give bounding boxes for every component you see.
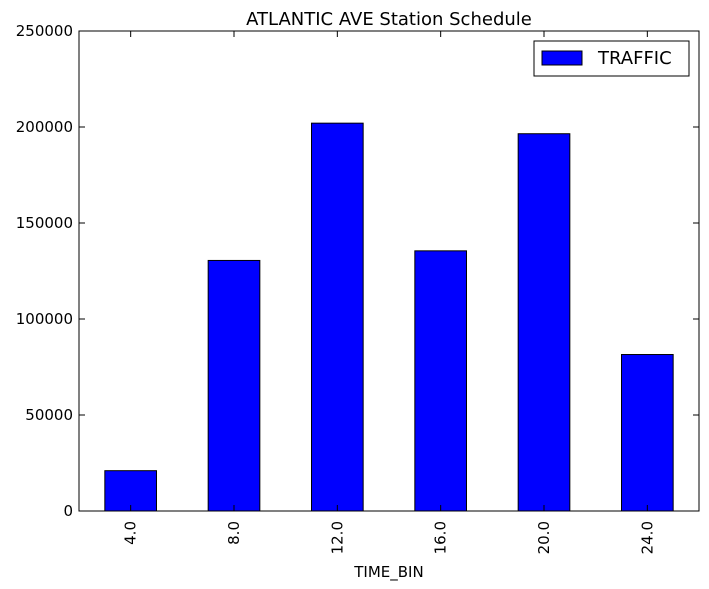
bar-20.0 [517,133,571,512]
bar-16.0 [414,250,468,512]
x-tick-label: 24.0 [638,521,656,554]
y-tick-label: 100000 [16,310,73,328]
y-tick-label: 200000 [16,118,73,136]
bar-4.0 [104,470,158,512]
legend: TRAFFIC [533,40,690,77]
bars-group [104,122,674,512]
y-tick-label: 250000 [16,22,73,40]
x-tick-label: 16.0 [432,521,450,554]
legend-swatch [541,50,583,66]
y-tick-label: 0 [63,502,73,520]
x-tick-label: 4.0 [122,521,140,545]
x-axis: 4.0 8.0 12.0 16.0 20.0 24.0 [122,31,656,554]
y-axis: 0 50000 100000 150000 200000 250000 [16,22,699,520]
x-tick-label: 8.0 [225,521,243,545]
x-tick-label: 12.0 [328,521,346,554]
chart-title: ATLANTIC AVE Station Schedule [246,9,532,30]
bar-12.0 [311,122,364,512]
y-tick-label: 150000 [16,214,73,232]
x-tick-label: 20.0 [535,521,553,554]
bar-8.0 [207,259,261,512]
plot-frame [78,30,700,512]
bar-24.0 [621,354,674,512]
y-tick-label: 50000 [25,406,73,424]
x-axis-label: TIME_BIN [353,563,423,582]
legend-label: TRAFFIC [597,48,672,69]
